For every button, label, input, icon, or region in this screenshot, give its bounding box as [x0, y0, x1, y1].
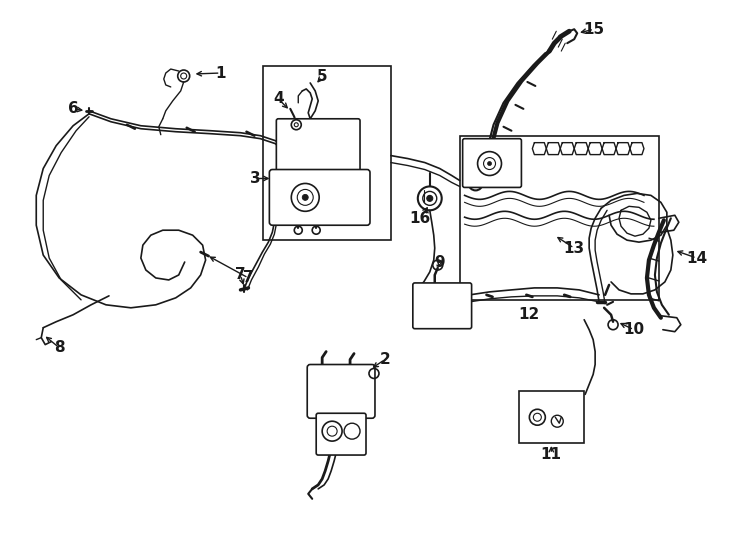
FancyBboxPatch shape	[462, 139, 521, 187]
FancyBboxPatch shape	[308, 364, 375, 418]
Text: 10: 10	[623, 322, 644, 337]
Text: 6: 6	[68, 102, 79, 116]
Bar	[459, 136, 659, 300]
Text: 7: 7	[235, 267, 246, 282]
Text: 13: 13	[564, 241, 585, 255]
Circle shape	[487, 161, 492, 166]
Text: 9: 9	[435, 254, 445, 269]
Text: 12: 12	[519, 307, 540, 322]
FancyBboxPatch shape	[316, 413, 366, 455]
Text: 8: 8	[54, 340, 65, 355]
Text: 7: 7	[243, 271, 254, 286]
Text: 14: 14	[686, 251, 708, 266]
Bar	[520, 392, 584, 443]
Circle shape	[302, 194, 308, 200]
FancyBboxPatch shape	[413, 283, 472, 329]
FancyBboxPatch shape	[269, 170, 370, 225]
FancyBboxPatch shape	[276, 119, 360, 172]
Circle shape	[426, 195, 433, 201]
Text: 5: 5	[317, 70, 327, 84]
Text: 4: 4	[273, 91, 283, 106]
Text: 11: 11	[541, 447, 562, 462]
Bar	[264, 66, 391, 240]
Text: 16: 16	[409, 211, 430, 226]
Text: 3: 3	[250, 171, 261, 186]
Text: 1: 1	[215, 65, 226, 80]
Text: 15: 15	[584, 22, 605, 37]
Text: 2: 2	[379, 352, 390, 367]
